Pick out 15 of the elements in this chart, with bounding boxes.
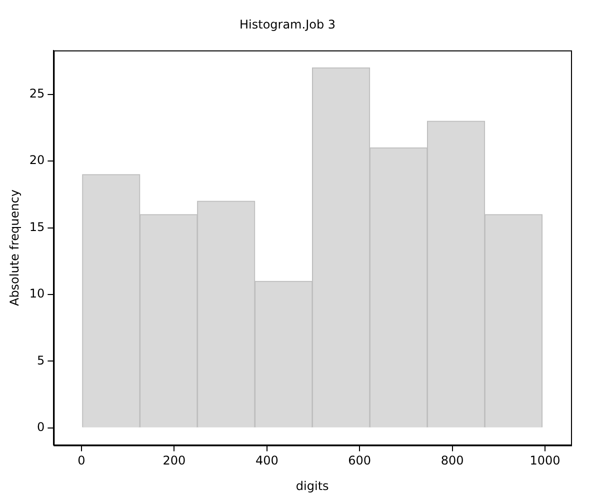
chart-title: Histogram.Job 3	[239, 17, 336, 32]
y-tick-label: 20	[29, 153, 45, 168]
y-axis-title: Absolute frequency	[7, 190, 22, 306]
y-tick-label: 10	[29, 286, 45, 301]
x-tick-label: 0	[78, 454, 86, 468]
x-tick-label: 1000	[530, 454, 560, 468]
x-tick-label: 200	[162, 454, 186, 468]
y-tick-label: 5	[37, 353, 45, 368]
y-tick-label: 0	[37, 420, 45, 434]
x-axis-title: digits	[296, 478, 329, 493]
x-tick-label: 400	[255, 454, 278, 468]
x-tick-label: 800	[440, 454, 464, 468]
x-tick-label: 600	[348, 454, 372, 468]
y-tick-label: 25	[29, 86, 45, 101]
y-tick-label: 15	[29, 220, 45, 234]
